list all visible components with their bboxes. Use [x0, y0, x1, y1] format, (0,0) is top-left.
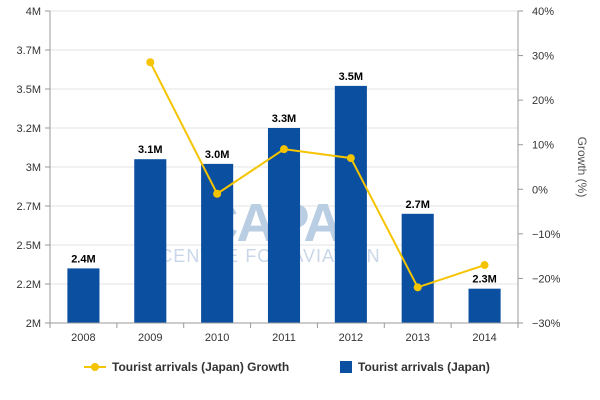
- legend-point-marker: [91, 363, 99, 371]
- bar[interactable]: [267, 128, 301, 323]
- bar[interactable]: [201, 163, 234, 323]
- x-axis-tick-label: 2011: [272, 332, 296, 344]
- right-axis-tick-label: 10%: [532, 140, 554, 152]
- bar-value-label: 3.3M: [272, 113, 296, 125]
- bar[interactable]: [468, 288, 501, 323]
- growth-point[interactable]: [346, 154, 355, 163]
- bar-value-label: 3.5M: [339, 71, 363, 83]
- bar-value-label: 2.7M: [405, 199, 429, 211]
- right-axis-tick-label: 30%: [532, 51, 554, 63]
- right-axis-tick-label: −30%: [532, 318, 561, 330]
- bar[interactable]: [401, 213, 434, 323]
- left-axis-tick-label: 3.2M: [17, 123, 41, 135]
- right-axis-title: Growth (%): [575, 137, 589, 198]
- right-axis-tick-label: 20%: [532, 95, 554, 107]
- right-axis-tick-label: 0%: [532, 184, 548, 196]
- x-axis-tick-label: 2013: [405, 332, 429, 344]
- left-axis-tick-label: 4M: [26, 6, 41, 18]
- x-axis-tick-label: 2009: [138, 332, 162, 344]
- left-axis-tick-label: 3M: [26, 162, 41, 174]
- right-axis-tick-label: 40%: [532, 6, 554, 18]
- growth-point[interactable]: [146, 58, 155, 67]
- growth-point[interactable]: [413, 283, 422, 292]
- left-axis-tick-label: 3.5M: [17, 84, 41, 96]
- growth-point[interactable]: [213, 189, 222, 198]
- left-axis-tick-label: 2.5M: [17, 240, 41, 252]
- bar-value-label: 2.4M: [71, 253, 95, 265]
- legend-item-growth[interactable]: Tourist arrivals (Japan) Growth: [84, 360, 289, 374]
- bar-value-label: 2.3M: [472, 274, 496, 286]
- x-axis-tick-label: 2010: [205, 332, 229, 344]
- bar[interactable]: [334, 85, 367, 323]
- growth-line: [149, 61, 485, 289]
- bar[interactable]: [134, 159, 167, 323]
- bar-series: [67, 85, 501, 323]
- legend-square-marker: [340, 361, 352, 373]
- bar-value-label: 3.0M: [205, 149, 229, 161]
- left-axis-tick-label: 2M: [26, 318, 41, 330]
- right-axis-tick-label: −20%: [532, 273, 561, 285]
- growth-point[interactable]: [480, 261, 489, 270]
- left-axis-tick-label: 2.2M: [17, 279, 41, 291]
- legend: Tourist arrivals (Japan) Growth Tourist a…: [84, 360, 490, 374]
- left-axis-tick-label: 3.7M: [17, 45, 41, 57]
- growth-line-series: [146, 58, 489, 292]
- x-axis-tick-label: 2012: [339, 332, 363, 344]
- legend-label: Tourist arrivals (Japan) Growth: [112, 360, 289, 374]
- growth-point[interactable]: [280, 145, 288, 154]
- x-axis-tick-label: 2008: [71, 332, 95, 344]
- bar[interactable]: [67, 268, 100, 323]
- right-axis-tick-label: −10%: [532, 229, 561, 241]
- bar-value-label: 3.1M: [138, 144, 162, 156]
- legend-label: Tourist arrivals (Japan): [358, 360, 490, 374]
- legend-item-arrivals[interactable]: Tourist arrivals (Japan): [340, 360, 490, 374]
- axes: 2M 2.2M 2.5M 2.7M 3M 3.2M 3.5M 3.7M 4M −30% −20% −1…: [17, 6, 561, 344]
- left-axis-tick-label: 2.7M: [17, 201, 41, 213]
- x-axis-tick-label: 2014: [472, 332, 496, 344]
- bar-data-labels: 2.4M 3.1M 3.0M 3.3M 3.5M 2.7M 2.3M: [71, 71, 497, 286]
